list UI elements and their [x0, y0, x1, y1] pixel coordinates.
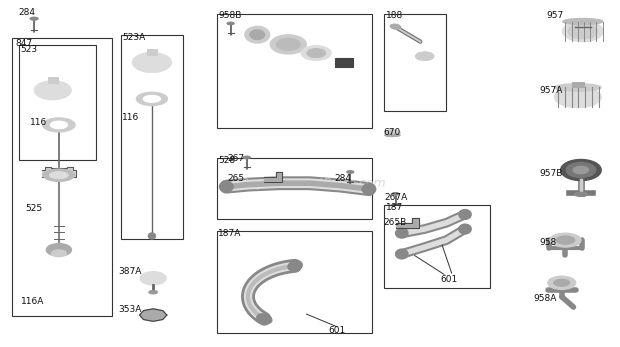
Text: 265: 265 [227, 174, 244, 183]
Ellipse shape [257, 314, 272, 324]
Ellipse shape [459, 224, 471, 234]
Ellipse shape [149, 290, 157, 294]
Bar [572, 82, 584, 87]
Ellipse shape [219, 181, 233, 192]
Text: 523: 523 [20, 45, 38, 54]
Ellipse shape [30, 17, 38, 20]
Text: 957: 957 [547, 11, 564, 20]
Ellipse shape [245, 26, 270, 43]
Ellipse shape [270, 35, 306, 54]
Ellipse shape [301, 46, 331, 60]
Text: 523A: 523A [122, 33, 145, 42]
Ellipse shape [566, 162, 596, 178]
Ellipse shape [307, 49, 326, 58]
Text: 187A: 187A [218, 229, 242, 238]
Ellipse shape [561, 160, 601, 180]
Bar [217, 231, 372, 333]
Ellipse shape [568, 24, 598, 39]
Text: 958: 958 [539, 238, 557, 247]
Ellipse shape [415, 52, 434, 61]
Ellipse shape [392, 193, 399, 195]
Ellipse shape [390, 24, 401, 29]
Bar [384, 14, 446, 111]
Ellipse shape [362, 184, 376, 194]
Ellipse shape [554, 279, 570, 286]
Text: 601: 601 [440, 275, 458, 284]
Ellipse shape [563, 21, 603, 42]
Bar [121, 35, 183, 239]
Ellipse shape [46, 244, 71, 256]
Text: 528: 528 [218, 156, 236, 165]
Ellipse shape [277, 39, 300, 51]
Ellipse shape [140, 272, 166, 285]
Ellipse shape [555, 87, 601, 108]
Ellipse shape [43, 169, 74, 181]
Ellipse shape [574, 192, 588, 196]
Text: eReplacementParts.com: eReplacementParts.com [234, 177, 386, 191]
Text: 387A: 387A [118, 267, 141, 276]
Bar [384, 205, 490, 288]
Text: 670: 670 [383, 128, 401, 137]
Text: 116A: 116A [20, 297, 44, 306]
Ellipse shape [347, 171, 354, 173]
Text: 958B: 958B [218, 11, 242, 20]
Ellipse shape [459, 210, 471, 219]
Polygon shape [140, 309, 167, 321]
Ellipse shape [574, 166, 589, 174]
Text: 847: 847 [15, 39, 32, 48]
Ellipse shape [143, 95, 161, 102]
Ellipse shape [50, 172, 68, 179]
Bar [217, 158, 372, 219]
Polygon shape [42, 167, 76, 177]
Ellipse shape [563, 18, 603, 25]
Text: 957B: 957B [539, 169, 563, 178]
Ellipse shape [288, 261, 302, 271]
Ellipse shape [555, 84, 601, 91]
Ellipse shape [227, 22, 234, 25]
Text: 267A: 267A [384, 193, 408, 202]
Text: 525: 525 [25, 204, 42, 213]
Bar [48, 77, 58, 83]
Text: 116: 116 [30, 118, 47, 127]
Bar [12, 38, 112, 316]
Text: 267: 267 [227, 154, 244, 163]
Ellipse shape [136, 92, 167, 105]
Text: 265B: 265B [383, 218, 407, 227]
Ellipse shape [396, 249, 408, 259]
Bar [147, 49, 157, 55]
Bar [19, 45, 96, 160]
Ellipse shape [384, 134, 401, 137]
Ellipse shape [50, 121, 68, 129]
Text: 353A: 353A [118, 305, 141, 314]
Ellipse shape [556, 236, 575, 244]
Text: 957A: 957A [539, 86, 563, 95]
Text: 284: 284 [335, 174, 352, 183]
Ellipse shape [396, 228, 408, 238]
Text: 601: 601 [329, 326, 346, 335]
Ellipse shape [133, 52, 172, 73]
Text: 188: 188 [386, 11, 403, 20]
Ellipse shape [250, 30, 265, 40]
Text: 284: 284 [19, 8, 35, 17]
Ellipse shape [51, 250, 67, 257]
Ellipse shape [43, 118, 75, 132]
Ellipse shape [548, 276, 576, 289]
Text: 958A: 958A [533, 294, 557, 303]
Text: 116: 116 [122, 113, 140, 122]
Bar [217, 14, 372, 128]
Ellipse shape [34, 81, 71, 100]
Ellipse shape [550, 233, 581, 247]
Text: 187: 187 [386, 203, 403, 212]
Ellipse shape [148, 233, 156, 239]
Polygon shape [396, 218, 418, 228]
Bar [335, 58, 353, 67]
Ellipse shape [243, 156, 250, 159]
Polygon shape [264, 172, 282, 182]
Ellipse shape [384, 129, 401, 136]
